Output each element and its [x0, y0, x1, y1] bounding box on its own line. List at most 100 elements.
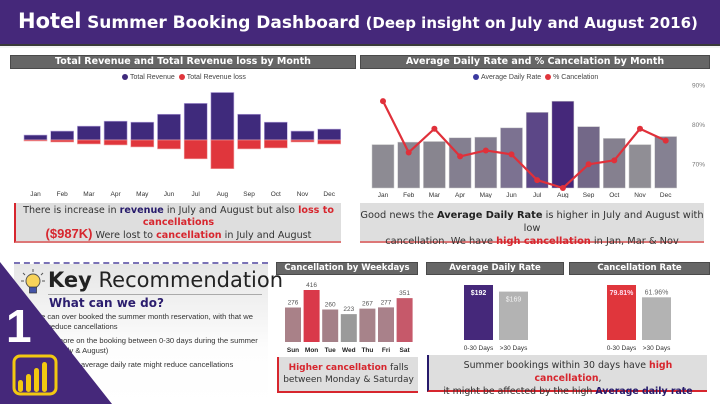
data-label-tue: 260: [325, 302, 336, 309]
revenue-chart-title: Total Revenue and Total Revenue loss by …: [10, 55, 356, 69]
x-tick-oct: Oct: [609, 192, 619, 198]
adr-bar-jul: [525, 112, 549, 189]
cancel-point-oct: [611, 157, 618, 164]
weekday-bar-fri: [378, 307, 394, 342]
x-tick-sun: Sun: [287, 347, 299, 354]
cancel-point-dec: [662, 137, 669, 144]
legend-loss-label[interactable]: Total Revenue loss: [186, 74, 246, 81]
data-label-sat: 351: [399, 290, 410, 297]
x-tick-dec: Dec: [323, 191, 335, 198]
adr-chart-legend: Average Daily Rate % Cancelation: [473, 74, 598, 81]
weekday-bar-sat: [396, 298, 413, 342]
weekday-chart: 276 Sun 416 Mon 260 Tue 223 Wed 267 Thu 277 Fri 351 S…: [285, 282, 413, 354]
x-tick-sep: Sep: [583, 192, 595, 198]
y2-tick-70: 70%: [692, 161, 705, 168]
loss-bar-mar: [77, 139, 101, 145]
insight-highlight-cancellation: high cancellation: [496, 236, 591, 247]
legend-revenue-dot: [122, 74, 128, 80]
adr-bar-mar: [423, 141, 446, 189]
adr-chart-title: Average Daily Rate and % Cancelation by …: [360, 55, 710, 69]
loss-bar-oct: [264, 139, 288, 149]
revenue-bar-oct: [264, 121, 288, 141]
title-hotel: Hotel: [18, 9, 82, 33]
cancel-point-jul: [534, 177, 541, 184]
cancel-point-jan: [380, 98, 386, 105]
x-tick-apr: Apr: [455, 192, 466, 198]
y2-tick-90: 90%: [692, 82, 705, 89]
insight-text: is higher in July and August with low: [523, 210, 704, 234]
insight-text: cancellation. We have: [385, 236, 497, 247]
revenue-chart: Jan Feb Mar Apr May Jun Jul Aug Sep Oct Nov Dec: [23, 92, 342, 198]
x-tick-over-30-days: >30 Days: [500, 345, 528, 352]
x-tick-sep: Sep: [243, 191, 255, 198]
adr-insight: Good news the Average Daily Rate is high…: [360, 203, 704, 247]
insight-text: Were lost to: [92, 230, 157, 241]
legend-cancel-label[interactable]: % Cancelation: [553, 74, 599, 81]
data-label-thu: 267: [362, 301, 373, 308]
loss-bar-apr: [103, 139, 128, 146]
x-tick-0-30-days: 0-30 Days: [607, 345, 637, 352]
cancel-point-mar: [431, 125, 438, 132]
power-bi-logo-icon: [12, 354, 58, 396]
loss-bar-aug: [210, 139, 235, 170]
x-tick-aug: Aug: [557, 192, 569, 198]
loss-bar-may: [130, 139, 155, 148]
revenue-bar-apr: [103, 120, 128, 141]
badge-triangle: [0, 262, 112, 404]
x-tick-wed: Wed: [342, 347, 356, 354]
adr-bar-sep: [577, 126, 600, 189]
legend-adr-label[interactable]: Average Daily Rate: [481, 74, 542, 81]
insight-highlight-cancellation: high cancellation: [534, 360, 673, 384]
cancel-point-nov: [637, 125, 643, 132]
recommendation-item: We can over booked the summer month rese…: [34, 312, 253, 331]
adr-bar-jun: [500, 127, 523, 189]
title-divider: [48, 294, 262, 295]
lightbulb-icon: [21, 269, 45, 294]
x-tick-may: May: [480, 192, 493, 198]
cancel-point-feb: [405, 149, 412, 156]
recommendation-subtitle: What can we do?: [49, 296, 164, 310]
cancel-point-may: [482, 147, 489, 154]
weekday-bar-tue: [322, 309, 339, 342]
revenue-bar-sep: [237, 113, 261, 141]
loss-bar-jan: [23, 139, 48, 142]
loss-bar-nov: [290, 139, 315, 143]
revenue-insight: There is increase in revenue in July and…: [14, 203, 341, 243]
bar-over-30-days: [642, 297, 671, 340]
x-tick-jul: Jul: [533, 192, 542, 198]
cancel-point-sep: [585, 161, 592, 168]
x-tick-nov: Nov: [634, 192, 646, 198]
x-tick-oct: Oct: [271, 191, 281, 198]
legend-loss-dot: [178, 74, 185, 80]
cancel-rate-line: [382, 100, 667, 190]
y2-tick-80: 80%: [692, 122, 705, 129]
insight-highlight-revenue: revenue: [119, 205, 164, 216]
revenue-bar-jan: [23, 134, 48, 141]
data-label-over-30-days: $169: [506, 297, 522, 304]
bar-over-30-days: [499, 291, 528, 340]
revenue-bar-mar: [77, 125, 101, 141]
weekday-bar-wed: [340, 314, 357, 342]
revenue-chart-legend: Total Revenue Total Revenue loss: [122, 74, 246, 81]
adr-days-chart-title: Average Daily Rate: [426, 262, 564, 275]
x-tick-jan: Jan: [378, 192, 389, 198]
x-tick-jun: Jun: [506, 192, 517, 198]
data-label-0-30-days: $192: [471, 290, 487, 297]
x-tick-jul: Jul: [192, 191, 201, 198]
cancel-rate-chart-title: Cancellation Rate: [569, 262, 710, 275]
cancel-rate-chart: 79.81% 0-30 Days 61.96% >30 Days: [607, 285, 671, 352]
insight-highlight-cancellation: cancellation: [156, 230, 222, 241]
insight-text: There is increase in: [23, 205, 120, 216]
weekday-bar-mon: [303, 290, 320, 342]
x-tick-sat: Sat: [400, 347, 411, 354]
revenue-bar-jul: [183, 103, 208, 141]
cancel-point-jun: [508, 151, 515, 158]
title-subtitle: (Deep insight on July and August 2016): [365, 14, 698, 32]
insight-highlight-cancellation: Higher cancellation: [288, 363, 388, 373]
x-tick-thu: Thu: [361, 347, 373, 354]
legend-revenue-label[interactable]: Total Revenue: [130, 74, 175, 81]
x-tick-fri: Fri: [382, 347, 391, 354]
adr-days-chart: $192 0-30 Days $169 >30 Days: [464, 285, 528, 352]
revenue-bar-aug: [210, 92, 235, 141]
revenue-bar-nov: [290, 130, 315, 141]
